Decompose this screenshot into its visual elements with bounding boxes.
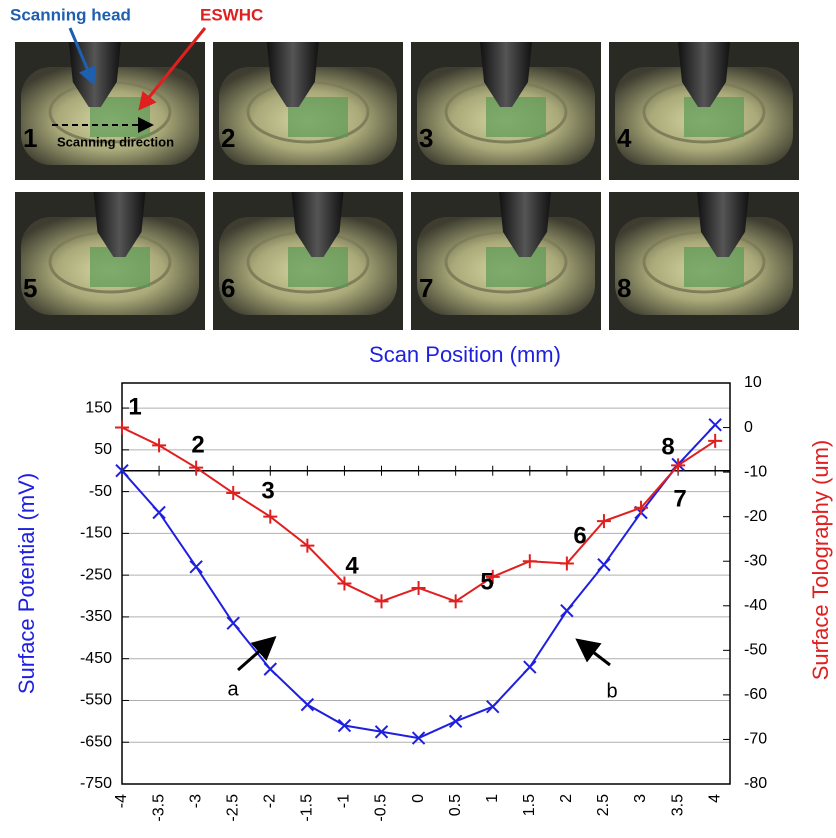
label-eswhc: ESWHC <box>200 5 263 24</box>
x-tick-label: -2 <box>262 794 279 808</box>
x-tick-label: -3.5 <box>150 794 167 822</box>
plot-frame <box>122 383 730 784</box>
y-tick-label: 150 <box>85 399 112 416</box>
photo: 4 <box>609 42 799 180</box>
point-marker <box>709 419 721 431</box>
x-axis-title: Scan Position (mm) <box>369 342 561 367</box>
y2-tick-label: -40 <box>744 597 767 614</box>
label-direction: Scanning direction <box>57 134 174 149</box>
x-tick-label: -4 <box>113 794 130 808</box>
x-tick-label: -1 <box>336 794 353 808</box>
photo: 3 <box>411 42 601 180</box>
point-marker <box>190 561 202 573</box>
point-annotation: 8 <box>661 433 674 460</box>
y-tick-label: -250 <box>80 566 112 583</box>
x-tick-label: 2 <box>558 794 575 803</box>
x-tick-label: -0.5 <box>373 794 390 822</box>
x-tick-label: -1.5 <box>299 794 316 822</box>
point-marker <box>708 434 722 448</box>
x-tick-label: 2.5 <box>595 794 612 816</box>
panel-number: 8 <box>617 273 631 303</box>
panel-number: 6 <box>221 273 235 303</box>
y-axis-title: Surface Potential (mV) <box>14 473 39 694</box>
point-annotation: 1 <box>128 393 141 420</box>
y2-tick-label: -50 <box>744 642 767 659</box>
photo: 7 <box>411 192 601 330</box>
y-tick-label: -50 <box>89 483 112 500</box>
point-marker <box>598 559 610 571</box>
y2-tick-label: -60 <box>744 686 767 703</box>
y-tick-label: -750 <box>80 775 112 792</box>
point-marker <box>487 701 499 713</box>
x-tick-label: -3 <box>187 794 204 808</box>
panel-number: 4 <box>617 123 632 153</box>
point-marker <box>226 486 240 500</box>
y2-tick-label: -30 <box>744 552 767 569</box>
panel-number: 2 <box>221 123 235 153</box>
x-tick-label: 3.5 <box>669 794 686 816</box>
photo-grid: 1 2 3 4 5 6 7 8 <box>15 42 799 330</box>
y2-tick-label: -70 <box>744 731 767 748</box>
y-tick-label: 50 <box>94 441 112 458</box>
point-annotation: 7 <box>673 485 686 512</box>
point-marker <box>115 421 129 435</box>
y-tick-label: -350 <box>80 608 112 625</box>
point-marker <box>227 617 239 629</box>
point-marker <box>375 594 389 608</box>
x-tick-label: 4 <box>706 794 723 803</box>
series-label: a <box>227 678 239 700</box>
point-marker <box>450 715 462 727</box>
x-tick-label: 1 <box>484 794 501 803</box>
point-marker <box>561 605 573 617</box>
x-tick-label: 0 <box>410 794 427 803</box>
point-annotation: 5 <box>480 568 493 595</box>
point-annotation: 6 <box>573 522 586 549</box>
label-scanning-head: Scanning head <box>10 5 131 24</box>
x-tick-label: 1.5 <box>521 794 538 816</box>
panel-number: 7 <box>419 273 433 303</box>
series-label: b <box>606 680 617 702</box>
panel-number: 5 <box>23 273 37 303</box>
photo: 8 <box>609 192 799 330</box>
pcb <box>486 247 546 287</box>
point-marker <box>189 461 203 475</box>
photo: 5 <box>15 192 205 330</box>
y2-tick-label: 10 <box>744 374 762 391</box>
photo: 6 <box>213 192 403 330</box>
point-annotation: 3 <box>261 477 274 504</box>
point-marker <box>449 594 463 608</box>
x-tick-label: -2.5 <box>224 794 241 822</box>
arrow-b <box>580 642 610 665</box>
panel-number: 1 <box>23 123 37 153</box>
x-tick-label: 3 <box>632 794 649 803</box>
pcb <box>684 247 744 287</box>
point-marker <box>153 506 165 518</box>
y2-tick-label: 0 <box>744 419 753 436</box>
point-marker <box>524 661 536 673</box>
y-tick-label: -650 <box>80 733 112 750</box>
y2-tick-label: -20 <box>744 508 767 525</box>
photo: 2 <box>213 42 403 180</box>
point-annotation: 2 <box>191 431 204 458</box>
point-marker <box>264 663 276 675</box>
y2-axis-title: Surface Tolography (um) <box>808 440 833 681</box>
point-annotation: 4 <box>345 552 359 579</box>
point-marker <box>412 581 426 595</box>
point-marker <box>523 554 537 568</box>
y2-tick-label: -10 <box>744 463 767 480</box>
y-tick-label: -550 <box>80 692 112 709</box>
page: 1 2 3 4 5 6 7 8 Scanning head ESWHC Scanning di… <box>0 0 836 838</box>
figure: 1 2 3 4 5 6 7 8 Scanning head ESWHC Scanning di… <box>0 0 836 838</box>
pcb <box>486 97 546 137</box>
y-tick-label: -150 <box>80 525 112 542</box>
chart: Scan Position (mm) Surface Potential (mV)… <box>14 342 833 822</box>
y-tick-label: -450 <box>80 650 112 667</box>
panel-number: 3 <box>419 123 433 153</box>
pcb <box>684 97 744 137</box>
y2-tick-label: -80 <box>744 775 767 792</box>
x-tick-label: 0.5 <box>447 794 464 816</box>
